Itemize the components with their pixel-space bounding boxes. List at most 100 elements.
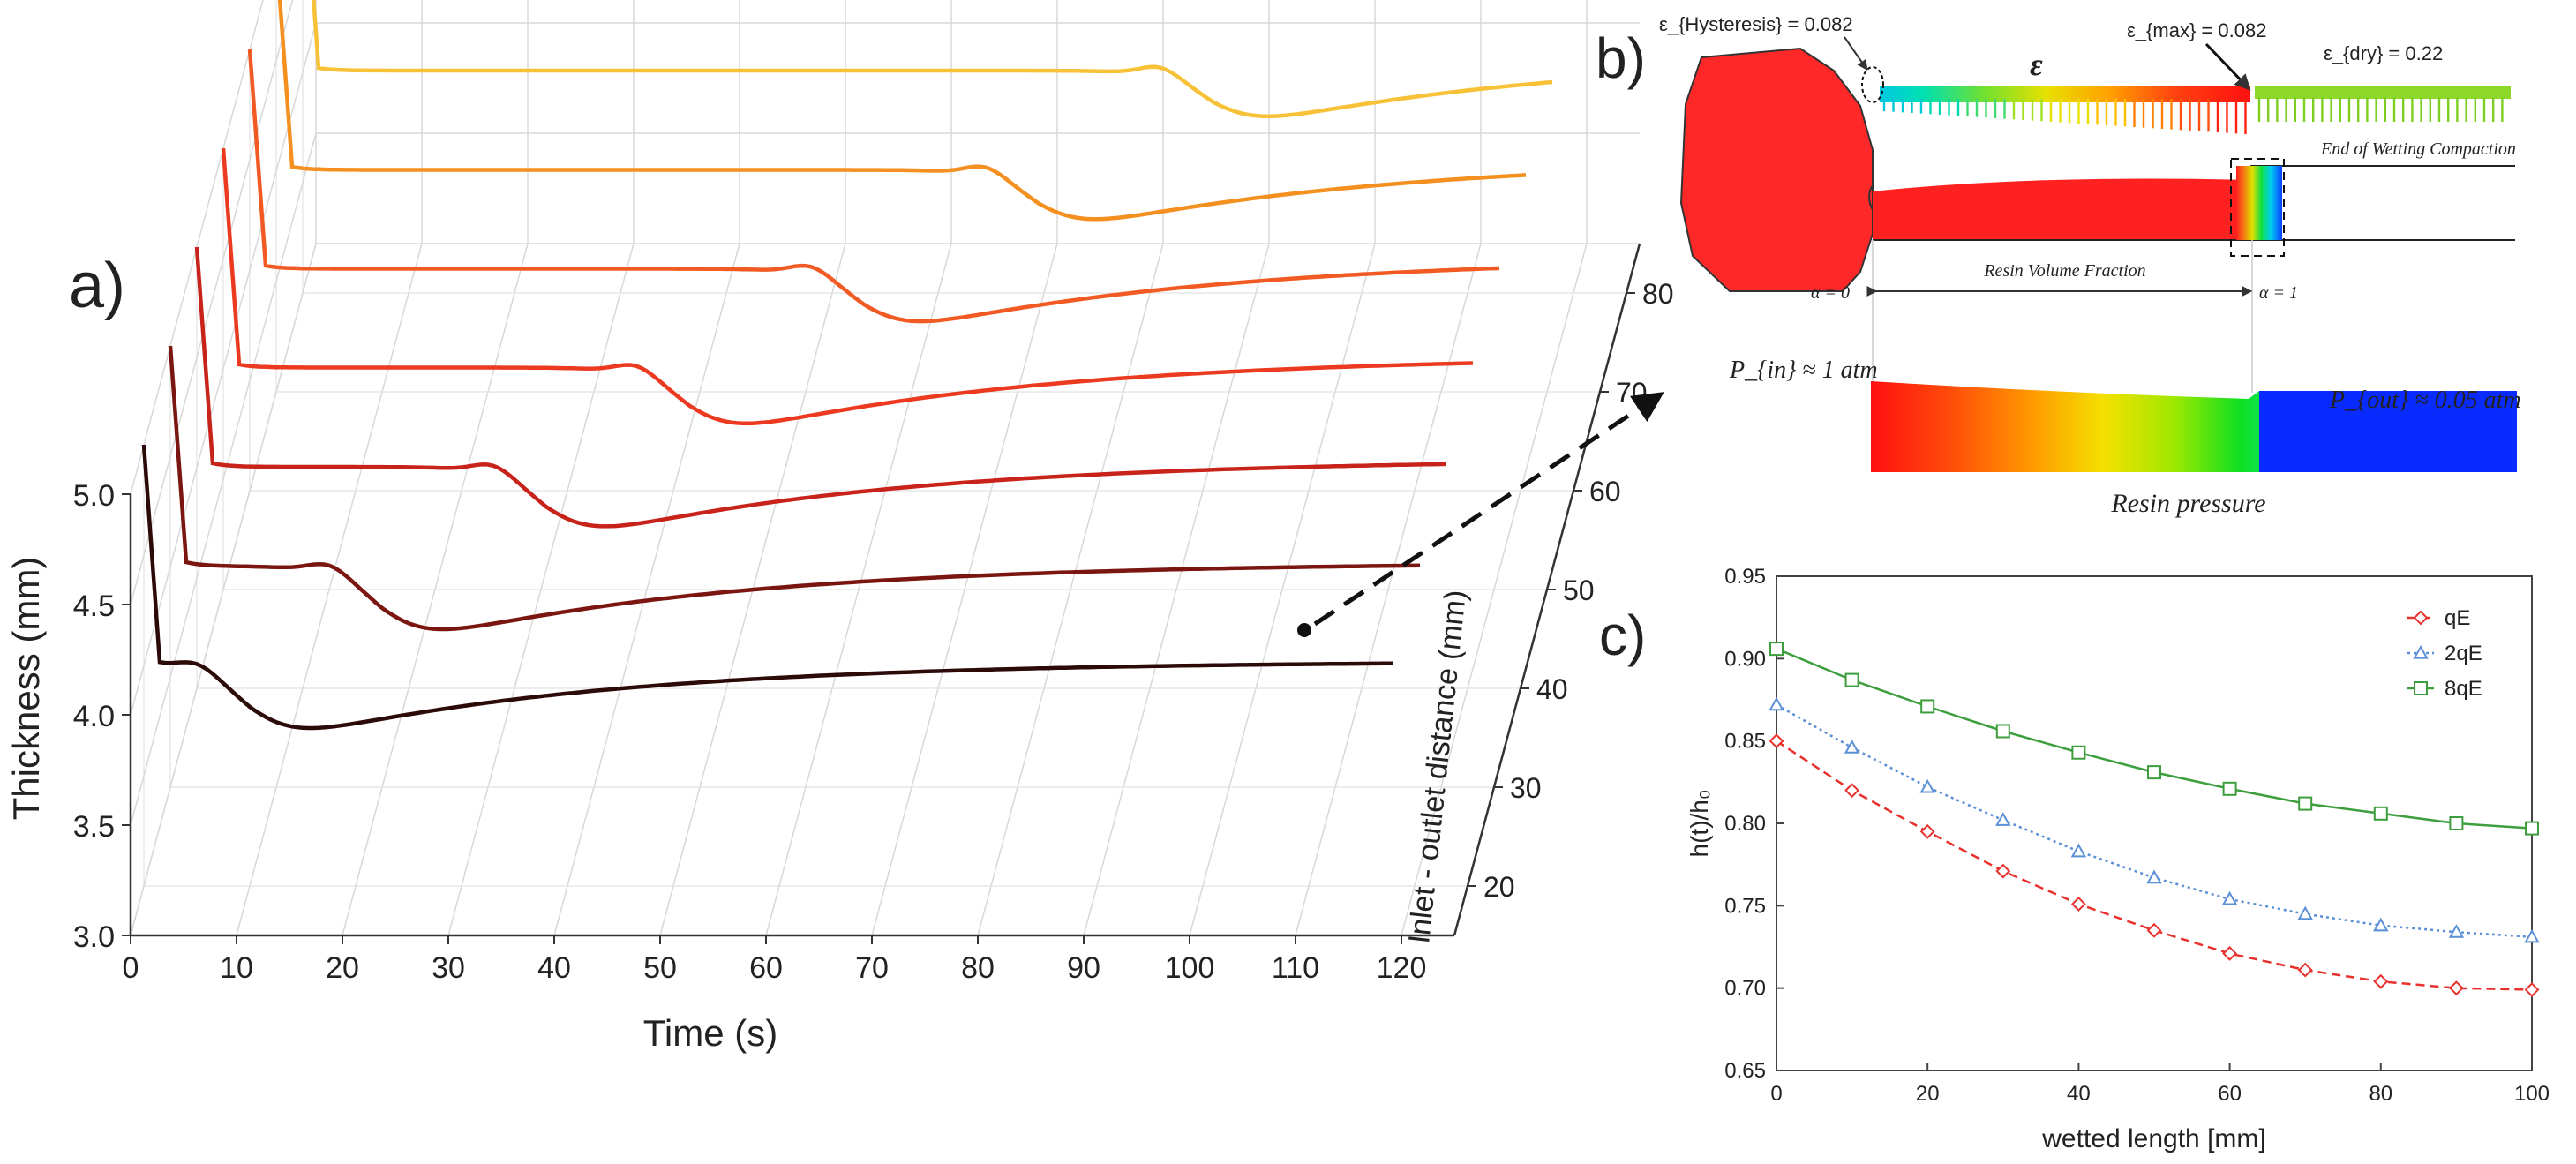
panel-c-line-chart: c) 0 20 40 60 80 1000.650.700.750.800.850.900… <box>1599 565 2550 1153</box>
series-line-2qE <box>1776 703 2533 939</box>
data-point-qE <box>2146 922 2162 938</box>
data-point-2qE <box>1995 812 2011 826</box>
data-point-8qE <box>2298 796 2313 811</box>
data-point-qE <box>2448 980 2464 996</box>
data-point-2qE <box>1844 740 1860 754</box>
y-tick-label: 3.0 <box>73 920 115 954</box>
roller-contact <box>1868 184 1874 211</box>
y-tick-label: 3.5 <box>73 810 115 844</box>
x-tick-label: 20 <box>1916 1082 1940 1106</box>
panel-c-series <box>1769 642 2540 997</box>
data-point-8qE <box>1920 699 1935 714</box>
y-tick-label: 0.90 <box>1724 647 1766 671</box>
z-tick-label: 20 <box>1483 871 1515 903</box>
data-point-qE <box>2524 982 2540 997</box>
y-tick-label: 4.0 <box>73 700 115 733</box>
strain-symbol: ε <box>2030 47 2043 82</box>
p-out-label: P_{out} ≈ 0.05 atm <box>2329 387 2521 414</box>
x-tick-label: 80 <box>2369 1082 2392 1106</box>
panel-c-ticks: 0 20 40 60 80 100 0.65 0.70 0.75 0.80 0.85 0.90 0.95 <box>1724 565 2550 1106</box>
grid-line <box>130 132 317 826</box>
z-tick-label: 50 <box>1563 574 1595 606</box>
roller-shape <box>1679 47 1874 292</box>
panel-c-y-axis-title: h(t)/h₀ <box>1686 790 1713 858</box>
strain-arrow-band <box>1880 86 2250 102</box>
eps-hysteresis-pointer <box>1844 36 1868 71</box>
x-tick-label: 110 <box>1272 951 1319 985</box>
y-tick-label: 0.65 <box>1724 1059 1766 1083</box>
eps-hysteresis-label: ε_{Hysteresis} = 0.082 <box>1659 13 1853 35</box>
z-tick-label: 80 <box>1642 278 1674 310</box>
data-point-qE <box>2070 897 2086 912</box>
legend-label: 2qE <box>2445 642 2482 665</box>
data-point-2qE <box>1919 778 1935 793</box>
data-point-8qE <box>1844 672 1859 687</box>
y-tick-label: 0.75 <box>1724 894 1766 918</box>
x-tick-label: 0 <box>123 951 139 985</box>
x-tick-label: 0 <box>1770 1082 1782 1106</box>
dry-strain-arrows <box>2257 97 2504 122</box>
panel-a-selected-point-marker <box>1297 623 1311 637</box>
panel-c-legend: qE 2qE 8qE <box>2407 606 2482 701</box>
p-in-label: P_{in} ≈ 1 atm <box>1729 357 1878 384</box>
z-tick-label: 60 <box>1589 476 1621 507</box>
legend-marker <box>2414 681 2428 695</box>
x-tick-label: 20 <box>326 951 359 985</box>
data-point-2qE <box>2070 843 2087 858</box>
grid-line <box>130 0 294 605</box>
grid-line <box>130 22 317 716</box>
panel-a-y-axis-title: Thickness (mm) <box>5 557 47 821</box>
thickness-curve-z40 <box>194 246 1447 529</box>
data-point-8qE <box>2222 781 2237 796</box>
data-point-2qE <box>2146 869 2162 884</box>
legend-marker <box>2413 644 2429 659</box>
z-tick-label: 40 <box>1536 673 1568 705</box>
flow-front-zoom-box <box>2230 158 2285 257</box>
data-point-qE <box>1769 733 1784 749</box>
x-tick-label: 50 <box>643 951 677 985</box>
y-tick-label: 5.0 <box>73 479 115 513</box>
y-tick-label: 0.70 <box>1724 977 1766 1001</box>
panel-a-x-axis-title: Time (s) <box>643 1012 777 1054</box>
flow-front-gradient <box>2236 166 2282 240</box>
data-point-qE <box>2297 962 2313 978</box>
panel-a-grid <box>129 0 1641 937</box>
x-tick-label: 120 <box>1377 951 1427 985</box>
thickness-curve-z20 <box>141 444 1394 731</box>
thickness-curve-z70 <box>277 0 1527 222</box>
data-point-qE <box>1995 863 2011 879</box>
series-line-8qE <box>1776 647 2533 830</box>
thickness-curve-z30 <box>168 345 1421 632</box>
panel-b-simulation-diagram: b) ε ε_{Hysteresis} = 0.082 ε_{max} = 0.… <box>1596 13 2521 518</box>
data-point-qE <box>1919 823 1935 839</box>
end-of-wetting-compaction-label: End of Wetting Compaction <box>2320 139 2516 159</box>
data-point-2qE <box>2221 890 2238 905</box>
legend-label: qE <box>2445 606 2470 630</box>
data-point-8qE <box>1769 642 1784 657</box>
data-point-8qE <box>1995 724 2010 739</box>
y-tick-label: 0.80 <box>1724 812 1766 836</box>
panel-a-z-axis-title: Inlet - outlet distance (mm) <box>1402 589 1473 945</box>
data-point-2qE <box>2448 924 2465 938</box>
data-point-2qE <box>2297 905 2313 920</box>
panel-a-curves <box>141 0 1553 731</box>
hysteresis-highlight <box>1861 66 1884 103</box>
data-point-8qE <box>2147 765 2161 780</box>
y-tick-label: 4.5 <box>73 590 115 623</box>
panel-b-label: b) <box>1596 26 1646 90</box>
data-point-qE <box>2222 946 2238 961</box>
alpha-one-label: α = 1 <box>2259 283 2298 303</box>
x-tick-label: 60 <box>749 951 783 985</box>
x-tick-label: 30 <box>432 951 465 985</box>
thickness-curve-z80 <box>312 0 1553 118</box>
thickness-curve-z50 <box>221 147 1474 426</box>
preform-wetted-region <box>1873 178 2250 240</box>
x-tick-label: 100 <box>1165 951 1215 985</box>
x-tick-label: 60 <box>2218 1082 2242 1106</box>
panel-c-label: c) <box>1599 604 1646 667</box>
data-point-8qE <box>2525 821 2539 836</box>
resin-volume-fraction-label: Resin Volume Fraction <box>1983 261 2145 281</box>
eps-dry-label: ε_{dry} = 0.22 <box>2324 42 2443 64</box>
data-point-8qE <box>2071 745 2086 760</box>
